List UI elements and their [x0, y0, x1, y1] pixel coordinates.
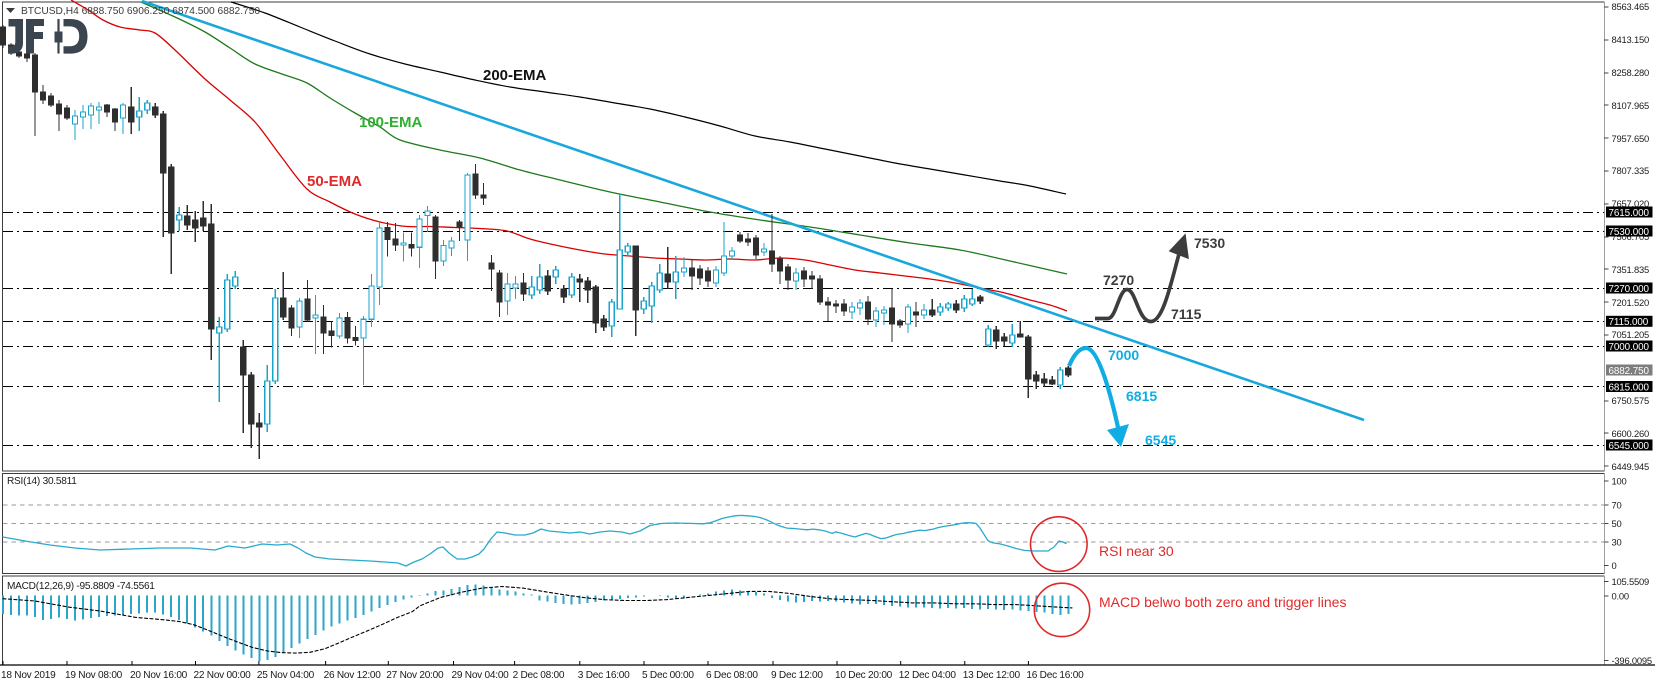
- svg-text:29 Nov 04:00: 29 Nov 04:00: [452, 670, 510, 681]
- svg-text:7530.000: 7530.000: [1609, 227, 1650, 238]
- svg-text:5 Dec 00:00: 5 Dec 00:00: [642, 670, 694, 681]
- svg-text:50: 50: [1612, 518, 1622, 529]
- svg-text:26 Nov 12:00: 26 Nov 12:00: [324, 670, 382, 681]
- svg-text:7615.000: 7615.000: [1609, 208, 1650, 219]
- svg-text:3 Dec 16:00: 3 Dec 16:00: [578, 670, 630, 681]
- svg-text:19 Nov 08:00: 19 Nov 08:00: [65, 670, 123, 681]
- svg-text:2 Dec 08:00: 2 Dec 08:00: [513, 670, 565, 681]
- svg-text:7807.335: 7807.335: [1612, 165, 1650, 176]
- svg-text:6882.750: 6882.750: [1609, 366, 1650, 377]
- svg-text:7270.000: 7270.000: [1609, 284, 1650, 295]
- svg-text:30: 30: [1612, 537, 1622, 548]
- svg-text:16 Dec 16:00: 16 Dec 16:00: [1026, 670, 1084, 681]
- svg-text:70: 70: [1612, 500, 1622, 511]
- svg-text:BTCUSD,H4 6888.750 6906.250 6: BTCUSD,H4 6888.750 6906.250 6874.500 688…: [21, 6, 260, 17]
- svg-text:13 Dec 12:00: 13 Dec 12:00: [963, 670, 1021, 681]
- svg-text:12 Dec 04:00: 12 Dec 04:00: [899, 670, 957, 681]
- svg-text:18 Nov 2019: 18 Nov 2019: [1, 670, 56, 681]
- svg-text:8107.965: 8107.965: [1612, 100, 1650, 111]
- svg-text:105.5509: 105.5509: [1612, 576, 1650, 587]
- svg-text:RSI(14) 30.5811: RSI(14) 30.5811: [7, 476, 77, 487]
- svg-text:7351.835: 7351.835: [1612, 264, 1650, 275]
- svg-text:200-EMA: 200-EMA: [483, 67, 547, 84]
- svg-text:7051.205: 7051.205: [1612, 329, 1650, 340]
- svg-text:6750.575: 6750.575: [1612, 395, 1650, 406]
- svg-text:8563.465: 8563.465: [1612, 1, 1650, 12]
- svg-text:6600.260: 6600.260: [1612, 428, 1650, 439]
- svg-text:6815.000: 6815.000: [1609, 382, 1650, 393]
- svg-text:6545: 6545: [1145, 432, 1176, 448]
- svg-text:20 Nov 16:00: 20 Nov 16:00: [130, 670, 188, 681]
- svg-text:7115.000: 7115.000: [1609, 317, 1649, 328]
- svg-text:0: 0: [1612, 560, 1617, 571]
- svg-text:100: 100: [1612, 476, 1627, 487]
- svg-text:6449.945: 6449.945: [1612, 461, 1650, 472]
- svg-text:7000: 7000: [1108, 347, 1139, 363]
- svg-text:50-EMA: 50-EMA: [307, 173, 362, 190]
- svg-text:7530: 7530: [1194, 235, 1225, 251]
- svg-text:MACD belwo both zero and trigg: MACD belwo both zero and trigger lines: [1099, 594, 1346, 610]
- svg-text:22 Nov 00:00: 22 Nov 00:00: [194, 670, 252, 681]
- svg-text:MACD(12,26,9) -95.8809 -74.556: MACD(12,26,9) -95.8809 -74.5561: [7, 581, 155, 592]
- svg-text:9 Dec 12:00: 9 Dec 12:00: [771, 670, 823, 681]
- svg-text:10 Dec 20:00: 10 Dec 20:00: [835, 670, 893, 681]
- svg-text:6815: 6815: [1126, 388, 1157, 404]
- svg-text:7000.000: 7000.000: [1609, 342, 1650, 353]
- svg-text:0.00: 0.00: [1612, 591, 1629, 602]
- svg-text:25 Nov 04:00: 25 Nov 04:00: [257, 670, 315, 681]
- svg-text:8413.150: 8413.150: [1612, 34, 1650, 45]
- svg-text:6545.000: 6545.000: [1609, 441, 1650, 452]
- svg-text:7115: 7115: [1171, 306, 1202, 322]
- svg-text:7201.520: 7201.520: [1612, 297, 1650, 308]
- svg-text:27 Nov 20:00: 27 Nov 20:00: [386, 670, 444, 681]
- svg-text:6 Dec 08:00: 6 Dec 08:00: [706, 670, 758, 681]
- svg-text:RSI near 30: RSI near 30: [1099, 543, 1174, 559]
- svg-text:7957.650: 7957.650: [1612, 133, 1650, 144]
- svg-text:8258.280: 8258.280: [1612, 67, 1650, 78]
- svg-text:7270: 7270: [1103, 272, 1134, 288]
- svg-text:100-EMA: 100-EMA: [359, 114, 423, 131]
